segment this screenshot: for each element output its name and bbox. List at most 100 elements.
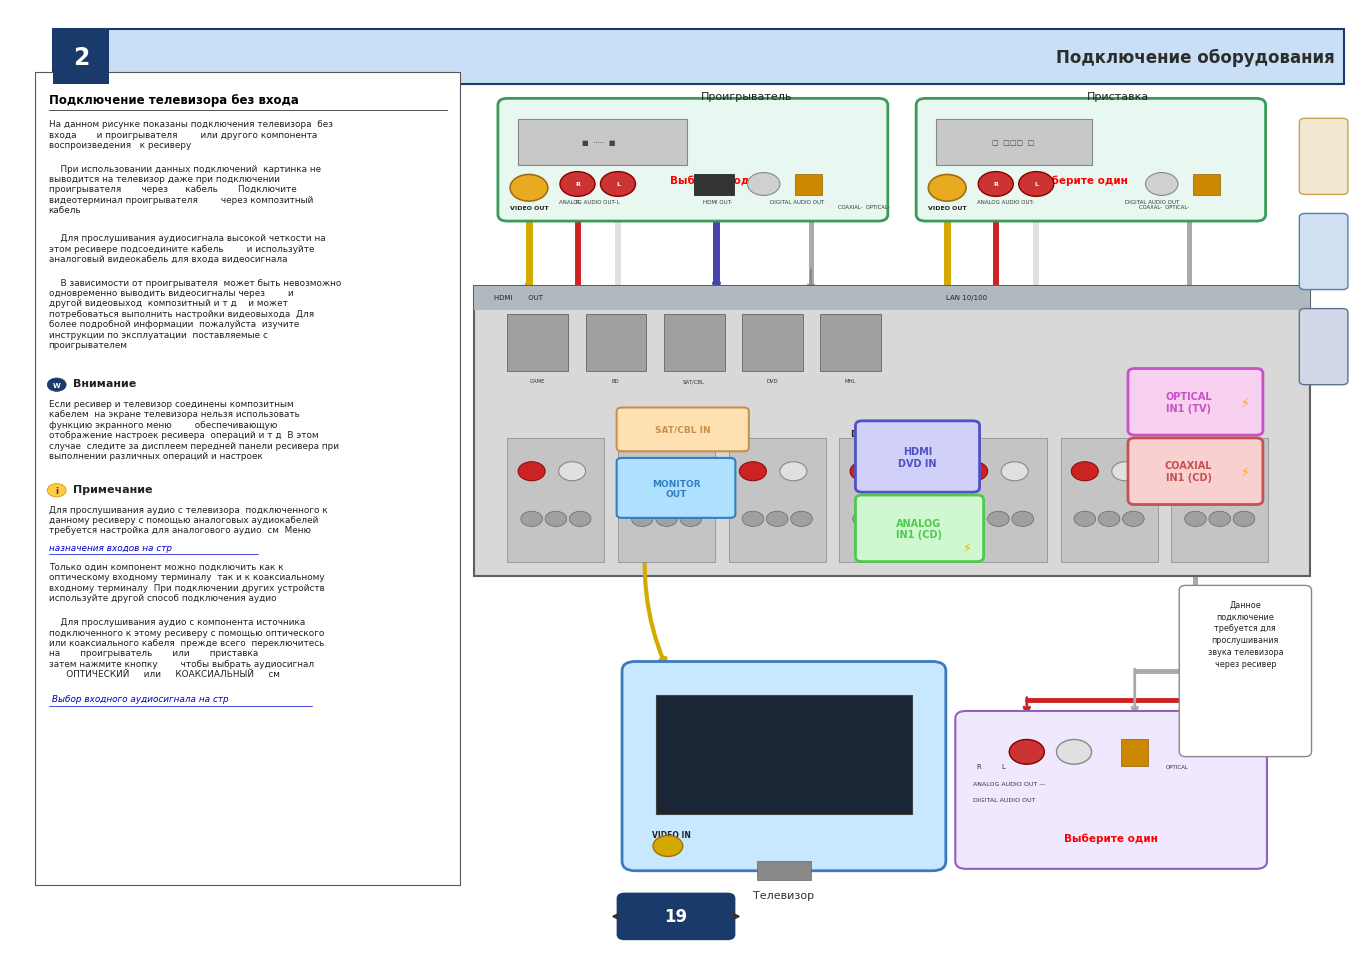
Circle shape — [669, 462, 696, 481]
Bar — [950, 438, 1046, 562]
FancyBboxPatch shape — [1179, 586, 1311, 757]
Bar — [507, 438, 604, 562]
Text: Телевизор: Телевизор — [753, 890, 814, 900]
FancyBboxPatch shape — [617, 893, 735, 941]
Circle shape — [1009, 740, 1044, 764]
Text: SAT/CBL IN: SAT/CBL IN — [654, 425, 711, 435]
Bar — [473, 287, 1310, 577]
Text: Примечание: Примечание — [73, 484, 153, 494]
Text: ⚡: ⚡ — [1241, 395, 1249, 409]
Text: OPTICAL
IN1 (TV): OPTICAL IN1 (TV) — [1165, 392, 1211, 414]
Text: COAXAL-  OPTICAL-: COAXAL- OPTICAL- — [1138, 205, 1188, 210]
Text: W: W — [53, 382, 61, 388]
Text: 19: 19 — [664, 907, 688, 925]
FancyBboxPatch shape — [917, 99, 1265, 222]
Circle shape — [929, 175, 967, 202]
Bar — [694, 175, 734, 196]
Circle shape — [853, 512, 875, 527]
Circle shape — [1222, 462, 1249, 481]
FancyBboxPatch shape — [1299, 214, 1348, 291]
Text: Выберите один: Выберите один — [1034, 175, 1128, 186]
Bar — [585, 314, 646, 372]
Text: Для прослушивания аудиосигнала высокой четкости на
этом ресивере подсоедините ка: Для прослушивания аудиосигнала высокой ч… — [49, 234, 326, 264]
Bar — [1192, 175, 1220, 196]
Circle shape — [1209, 512, 1230, 527]
Bar — [53, 30, 1344, 85]
Circle shape — [964, 512, 986, 527]
Circle shape — [680, 512, 702, 527]
Text: ⚡: ⚡ — [963, 541, 972, 555]
Text: R: R — [575, 182, 580, 188]
Text: ⚡: ⚡ — [1241, 465, 1249, 478]
FancyBboxPatch shape — [1128, 438, 1263, 505]
FancyBboxPatch shape — [956, 711, 1267, 869]
Text: GAME: GAME — [530, 378, 545, 384]
Text: Приставка: Приставка — [1087, 92, 1149, 102]
Bar — [937, 120, 1091, 166]
FancyBboxPatch shape — [617, 408, 749, 452]
Text: ANALOG AUDIO OUT —: ANALOG AUDIO OUT — — [973, 781, 1045, 786]
Text: В зависимости от проигрывателя  может быть невозможно
одновременно выводить виде: В зависимости от проигрывателя может быт… — [49, 278, 341, 350]
Text: Только один компонент можно подключить как к
оптическому входному терминалу  так: Только один компонент можно подключить к… — [49, 562, 324, 602]
Circle shape — [1182, 462, 1209, 481]
Text: Для прослушивания аудио с телевизора  подключенного к
данному ресиверу с помощью: Для прослушивания аудио с телевизора под… — [49, 505, 327, 535]
Circle shape — [560, 172, 595, 197]
Text: VIDEO OUT: VIDEO OUT — [510, 206, 549, 211]
Circle shape — [1145, 173, 1178, 196]
Circle shape — [631, 512, 653, 527]
FancyBboxPatch shape — [617, 458, 735, 518]
Text: HDMI       OUT: HDMI OUT — [493, 294, 544, 301]
Circle shape — [961, 462, 988, 481]
Circle shape — [742, 512, 764, 527]
Text: назначения входов на стр: назначения входов на стр — [49, 543, 172, 553]
Text: VIDEO IN: VIDEO IN — [652, 830, 691, 840]
Text: i: i — [55, 486, 58, 496]
Text: ANALOG AUDIO OUT-: ANALOG AUDIO OUT- — [558, 199, 617, 204]
Bar — [656, 695, 913, 814]
Text: Проигрыватель: Проигрыватель — [702, 92, 792, 102]
Circle shape — [740, 462, 767, 481]
Circle shape — [510, 175, 548, 202]
Circle shape — [988, 512, 1009, 527]
Circle shape — [891, 462, 918, 481]
Text: MHL: MHL — [845, 378, 856, 384]
Circle shape — [767, 512, 788, 527]
Circle shape — [877, 512, 899, 527]
Bar — [1171, 438, 1268, 562]
Circle shape — [1011, 512, 1033, 527]
Bar — [518, 120, 687, 166]
Bar — [795, 175, 822, 196]
Text: Если ресивер и телевизор соединены композитным
кабелем  на экране телевизора нел: Если ресивер и телевизор соединены компо… — [49, 399, 338, 460]
Text: COAXIAL
IN1 (CD): COAXIAL IN1 (CD) — [1165, 461, 1213, 482]
Circle shape — [47, 378, 66, 392]
Text: Подключение оборудования: Подключение оборудования — [1056, 49, 1334, 67]
Text: VIDEO OUT: VIDEO OUT — [929, 206, 967, 211]
FancyBboxPatch shape — [856, 496, 984, 562]
Text: Данное
подключение
требуется для
прослушивания
звука телевизора
через ресивер: Данное подключение требуется для прослуш… — [1207, 600, 1283, 668]
Text: Для прослушивания аудио с компонента источника
подключенного к этому ресиверу с : Для прослушивания аудио с компонента ист… — [49, 618, 324, 679]
Circle shape — [656, 512, 677, 527]
Bar — [821, 314, 882, 372]
Bar — [729, 438, 826, 562]
Text: Подключение телевизора без входа: Подключение телевизора без входа — [49, 93, 299, 107]
Circle shape — [850, 462, 877, 481]
Circle shape — [979, 172, 1013, 197]
Circle shape — [1111, 462, 1138, 481]
Circle shape — [545, 512, 566, 527]
Circle shape — [629, 462, 656, 481]
Circle shape — [1184, 512, 1206, 527]
FancyBboxPatch shape — [1299, 119, 1348, 195]
Text: Выберите один: Выберите один — [1064, 832, 1159, 842]
Circle shape — [1071, 462, 1098, 481]
Text: DVD: DVD — [767, 378, 777, 384]
Text: L: L — [617, 200, 619, 205]
Text: DIGITAL AUDIO OUT: DIGITAL AUDIO OUT — [973, 797, 1036, 802]
FancyBboxPatch shape — [1128, 369, 1263, 436]
Circle shape — [653, 836, 683, 857]
Circle shape — [791, 512, 813, 527]
Text: ANALOG
IN1 (CD): ANALOG IN1 (CD) — [896, 518, 942, 539]
Text: SAT/CBL: SAT/CBL — [683, 378, 704, 384]
Circle shape — [521, 512, 542, 527]
Circle shape — [1002, 462, 1028, 481]
Text: DIGITAL AUDIO OUT: DIGITAL AUDIO OUT — [1125, 199, 1179, 204]
